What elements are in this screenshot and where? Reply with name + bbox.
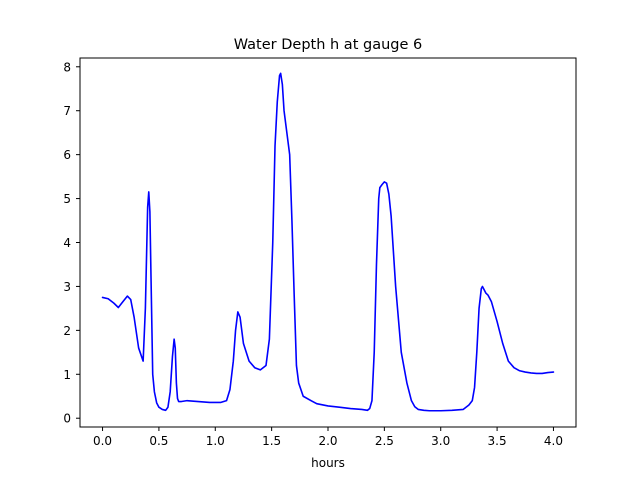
axes-frame <box>79 57 577 428</box>
x-tick-label: 1.5 <box>262 434 281 448</box>
x-tick-label: 2.0 <box>318 434 337 448</box>
x-axis: 0.0 0.5 1.0 1.5 2.0 2.5 3.0 3.5 4.0 <box>93 427 563 448</box>
x-tick-label: 3.5 <box>488 434 507 448</box>
x-axis-label: hours <box>311 456 345 470</box>
y-tick-label: 6 <box>63 148 71 162</box>
y-tick-label: 4 <box>63 236 71 250</box>
x-tick-label: 3.0 <box>431 434 450 448</box>
x-tick-label: 2.5 <box>375 434 394 448</box>
y-tick-label: 7 <box>63 104 71 118</box>
x-tick-label: 0.0 <box>93 434 112 448</box>
y-tick-label: 0 <box>63 412 71 426</box>
x-tick-label: 1.0 <box>206 434 225 448</box>
y-tick-label: 3 <box>63 280 71 294</box>
x-tick-label: 0.5 <box>149 434 168 448</box>
y-tick-label: 1 <box>63 368 71 382</box>
y-axis: 0 1 2 3 4 5 6 7 8 <box>63 60 80 426</box>
y-tick-label: 5 <box>63 192 71 206</box>
y-tick-label: 8 <box>63 60 71 74</box>
x-tick-label: 4.0 <box>544 434 563 448</box>
series-line-0 <box>101 72 555 412</box>
plot-area <box>101 72 555 412</box>
chart-title: Water Depth h at gauge 6 <box>234 37 422 53</box>
y-tick-label: 2 <box>63 324 71 338</box>
